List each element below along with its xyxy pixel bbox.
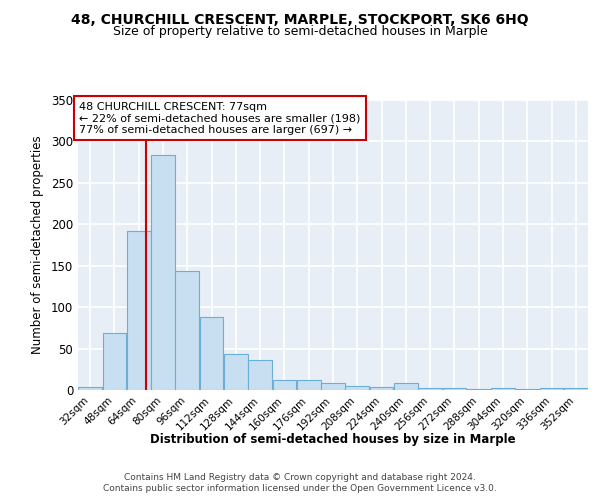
Text: Distribution of semi-detached houses by size in Marple: Distribution of semi-detached houses by …	[150, 432, 516, 446]
Y-axis label: Number of semi-detached properties: Number of semi-detached properties	[31, 136, 44, 354]
Text: Contains HM Land Registry data © Crown copyright and database right 2024.: Contains HM Land Registry data © Crown c…	[124, 472, 476, 482]
Bar	[394, 382, 418, 390]
Bar	[564, 388, 588, 390]
Bar	[78, 386, 102, 390]
Bar	[443, 388, 466, 390]
Bar	[175, 270, 199, 390]
Bar	[539, 388, 563, 390]
Text: Contains public sector information licensed under the Open Government Licence v3: Contains public sector information licen…	[103, 484, 497, 493]
Bar	[491, 388, 515, 390]
Bar	[467, 389, 491, 390]
Bar	[103, 333, 127, 390]
Bar	[321, 382, 345, 390]
Bar	[370, 386, 394, 390]
Bar	[200, 317, 223, 390]
Bar	[346, 386, 369, 390]
Bar	[151, 154, 175, 390]
Bar	[248, 360, 272, 390]
Bar	[297, 380, 320, 390]
Bar	[515, 389, 539, 390]
Bar	[224, 354, 248, 390]
Bar	[418, 388, 442, 390]
Bar	[272, 380, 296, 390]
Text: Size of property relative to semi-detached houses in Marple: Size of property relative to semi-detach…	[113, 25, 487, 38]
Bar	[127, 231, 151, 390]
Text: 48 CHURCHILL CRESCENT: 77sqm
← 22% of semi-detached houses are smaller (198)
77%: 48 CHURCHILL CRESCENT: 77sqm ← 22% of se…	[79, 102, 361, 135]
Text: 48, CHURCHILL CRESCENT, MARPLE, STOCKPORT, SK6 6HQ: 48, CHURCHILL CRESCENT, MARPLE, STOCKPOR…	[71, 12, 529, 26]
